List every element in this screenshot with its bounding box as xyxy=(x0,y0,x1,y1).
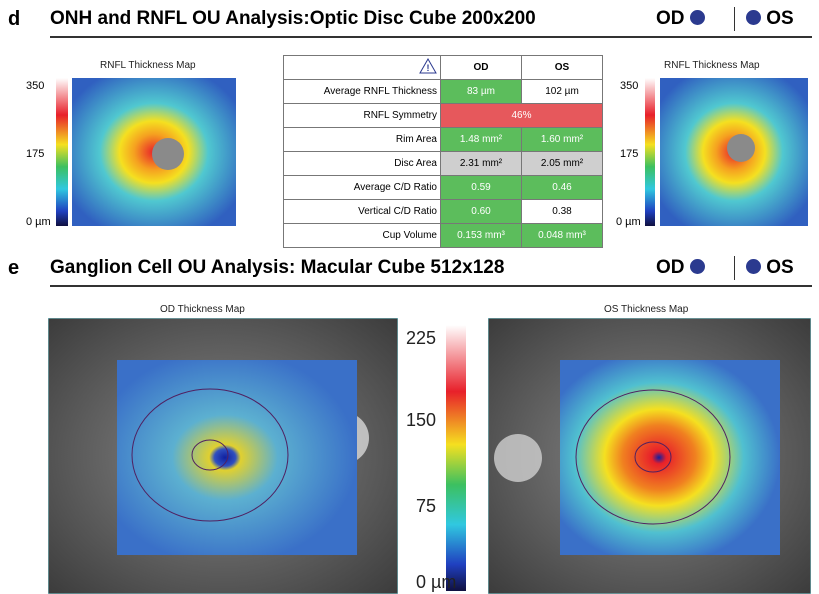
map-title: OS Thickness Map xyxy=(604,304,688,315)
row-label: Average C/D Ratio xyxy=(284,176,441,200)
separator xyxy=(734,7,735,31)
od-value: 0.60 xyxy=(441,200,522,224)
title-rule xyxy=(50,285,812,287)
scale-label: 0 µm xyxy=(416,572,456,593)
heatmap xyxy=(560,360,780,555)
os-value: 0.048 mm³ xyxy=(522,224,603,248)
eye-dot xyxy=(690,10,705,25)
title-rule xyxy=(50,36,812,38)
gcl-map-os xyxy=(488,318,811,594)
column-header: OS xyxy=(522,56,603,80)
scale-label: 75 xyxy=(416,496,436,517)
eye-label: OS xyxy=(766,8,793,29)
os-value: 1.60 mm² xyxy=(522,128,603,152)
symmetry-value: 46% xyxy=(441,104,603,128)
scale-label: 0 µm xyxy=(26,216,51,228)
panel-label: d xyxy=(8,8,20,31)
row-label: Cup Volume xyxy=(284,224,441,248)
eye-label: OD xyxy=(656,257,685,278)
rnfl-map-os xyxy=(645,78,810,228)
eye-od: OD xyxy=(656,257,705,279)
scale-label: 0 µm xyxy=(616,216,641,228)
eye-dot xyxy=(690,259,705,274)
map-title: OD Thickness Map xyxy=(160,304,245,315)
os-value: 0.38 xyxy=(522,200,603,224)
panel-label: e xyxy=(8,257,19,280)
map-title: RNFL Thickness Map xyxy=(664,60,760,71)
page: d ONH and RNFL OU Analysis:Optic Disc Cu… xyxy=(0,0,819,594)
od-value: 0.59 xyxy=(441,176,522,200)
color-scale xyxy=(446,325,466,591)
eye-od: OD xyxy=(656,8,705,30)
color-bar xyxy=(645,78,655,226)
scale-label: 350 xyxy=(26,80,44,92)
row-label: RNFL Symmetry xyxy=(284,104,441,128)
optic-disc xyxy=(727,134,755,162)
od-value: 0.153 mm³ xyxy=(441,224,522,248)
os-value: 0.46 xyxy=(522,176,603,200)
eye-label: OS xyxy=(766,257,793,278)
svg-text:!: ! xyxy=(427,63,430,73)
eye-os: OS xyxy=(746,257,794,279)
od-value: 2.31 mm² xyxy=(441,152,522,176)
column-header: OD xyxy=(441,56,522,80)
od-value: 83 µm xyxy=(441,80,522,104)
warning-icon: ! xyxy=(419,58,437,74)
scale-label: 350 xyxy=(620,80,638,92)
os-value: 2.05 mm² xyxy=(522,152,603,176)
optic-disc xyxy=(152,138,184,170)
row-label: Average RNFL Thickness xyxy=(284,80,441,104)
os-value: 102 µm xyxy=(522,80,603,104)
scale-label: 225 xyxy=(406,328,436,349)
od-value: 1.48 mm² xyxy=(441,128,522,152)
warning-cell: ! xyxy=(284,56,441,80)
row-label: Vertical C/D Ratio xyxy=(284,200,441,224)
heatmap xyxy=(117,360,357,555)
panel-title: Ganglion Cell OU Analysis: Macular Cube … xyxy=(50,257,504,279)
eye-dot xyxy=(746,259,761,274)
eye-os: OS xyxy=(746,8,794,30)
map-title: RNFL Thickness Map xyxy=(100,60,196,71)
eye-label: OD xyxy=(656,8,685,29)
color-bar xyxy=(446,325,466,591)
row-label: Rim Area xyxy=(284,128,441,152)
scale-label: 150 xyxy=(406,410,436,431)
scale-label: 175 xyxy=(26,148,44,160)
separator xyxy=(734,256,735,280)
row-label: Disc Area xyxy=(284,152,441,176)
color-bar xyxy=(56,78,68,226)
panel-title: ONH and RNFL OU Analysis:Optic Disc Cube… xyxy=(50,8,536,30)
eye-dot xyxy=(746,10,761,25)
scale-label: 175 xyxy=(620,148,638,160)
rnfl-map-od xyxy=(56,78,238,228)
optic-nerve-head xyxy=(494,434,542,482)
gcl-map-od xyxy=(48,318,398,594)
